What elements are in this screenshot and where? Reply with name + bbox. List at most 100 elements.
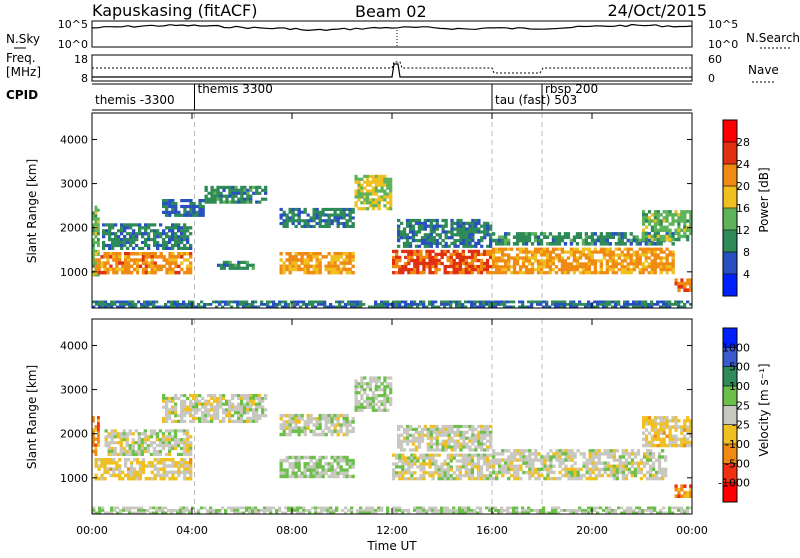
heatmap-cell bbox=[674, 229, 677, 232]
heatmap-cell bbox=[415, 448, 418, 451]
heatmap-cell bbox=[106, 271, 109, 275]
heatmap-cell bbox=[171, 408, 174, 411]
heatmap-cell bbox=[564, 471, 567, 474]
heatmap-cell bbox=[613, 471, 616, 474]
heatmap-cell bbox=[198, 394, 201, 397]
heatmap-cell bbox=[660, 268, 663, 271]
heatmap-cell bbox=[580, 468, 583, 471]
heatmap-cell bbox=[98, 458, 101, 462]
heatmap-cell bbox=[95, 223, 98, 226]
heatmap-cell bbox=[110, 301, 113, 304]
heatmap-cell bbox=[186, 429, 189, 432]
heatmap-cell bbox=[622, 471, 625, 474]
heatmap-cell bbox=[132, 432, 135, 435]
heatmap-cell bbox=[369, 403, 372, 406]
heatmap-cell bbox=[480, 440, 483, 443]
heatmap-cell bbox=[465, 230, 468, 233]
heatmap-cell bbox=[310, 468, 313, 472]
heatmap-cell bbox=[249, 408, 252, 411]
heatmap-cell bbox=[661, 474, 664, 477]
heatmap-cell bbox=[366, 207, 369, 210]
heatmap-cell bbox=[319, 258, 322, 262]
heatmap-cell bbox=[491, 507, 494, 510]
heatmap-cell bbox=[165, 414, 168, 417]
heatmap-cell bbox=[459, 236, 462, 239]
heatmap-cell bbox=[165, 235, 168, 238]
heatmap-cell bbox=[654, 271, 657, 274]
heatmap-cell bbox=[243, 420, 246, 423]
heatmap-cell bbox=[343, 423, 346, 427]
heatmap-cell bbox=[677, 219, 680, 222]
heatmap-cell bbox=[660, 432, 663, 435]
heatmap-cell bbox=[453, 440, 456, 443]
heatmap-cell bbox=[507, 268, 510, 271]
heatmap-cell bbox=[442, 245, 445, 248]
heatmap-cell bbox=[489, 265, 492, 268]
heatmap-cell bbox=[360, 385, 363, 388]
heatmap-cell bbox=[228, 411, 231, 414]
heatmap-cell bbox=[637, 468, 640, 471]
heatmap-cell bbox=[543, 251, 546, 254]
heatmap-cell bbox=[286, 420, 289, 424]
heatmap-cell bbox=[183, 429, 186, 432]
heatmap-cell bbox=[313, 417, 316, 421]
heatmap-cell bbox=[363, 406, 366, 409]
heatmap-cell bbox=[104, 303, 107, 306]
heatmap-cell bbox=[563, 509, 566, 512]
heatmap-cell bbox=[258, 394, 261, 397]
heatmap-cell bbox=[531, 268, 534, 271]
heatmap-cell bbox=[528, 477, 531, 480]
heatmap-cell bbox=[298, 222, 301, 225]
heatmap-cell bbox=[416, 459, 419, 462]
heatmap-cell bbox=[210, 403, 213, 406]
heatmap-cell bbox=[419, 262, 422, 265]
heatmap-cell bbox=[594, 239, 597, 243]
heatmap-cell bbox=[215, 509, 218, 512]
heatmap-cell bbox=[597, 239, 600, 243]
heatmap-cell bbox=[349, 208, 352, 211]
heatmap-cell bbox=[462, 250, 465, 253]
heatmap-cell bbox=[298, 468, 301, 472]
heatmap-cell bbox=[189, 400, 192, 403]
heatmap-cell bbox=[642, 248, 645, 251]
heatmap-cell bbox=[504, 262, 507, 265]
heatmap-cell bbox=[428, 250, 431, 253]
heatmap-cell bbox=[552, 452, 555, 455]
heatmap-cell bbox=[177, 226, 180, 229]
heatmap-cell bbox=[625, 452, 628, 455]
heatmap-cell bbox=[600, 259, 603, 262]
freq-tick-top: 18 bbox=[74, 53, 88, 66]
heatmap-cell bbox=[120, 441, 123, 444]
heatmap-cell bbox=[337, 255, 340, 259]
heatmap-cell bbox=[255, 406, 258, 409]
heatmap-cell bbox=[168, 271, 171, 275]
heatmap-cell bbox=[506, 301, 509, 304]
heatmap-cell bbox=[292, 430, 295, 434]
heatmap-cell bbox=[583, 455, 586, 458]
heatmap-cell bbox=[409, 448, 412, 451]
heatmap-cell bbox=[372, 379, 375, 382]
heatmap-cell bbox=[522, 232, 525, 236]
heatmap-cell bbox=[486, 262, 489, 265]
heatmap-cell bbox=[465, 236, 468, 239]
heatmap-cell bbox=[389, 385, 392, 388]
heatmap-cell bbox=[139, 252, 142, 256]
heatmap-cell bbox=[438, 477, 441, 480]
heatmap-cell bbox=[576, 259, 579, 262]
heatmap-cell bbox=[343, 211, 346, 214]
heatmap-cell bbox=[355, 406, 358, 409]
heatmap-cell bbox=[465, 468, 468, 471]
heatmap-cell bbox=[630, 256, 633, 259]
heatmap-cell bbox=[360, 178, 363, 181]
heatmap-cell bbox=[434, 465, 437, 468]
heatmap-cell bbox=[372, 198, 375, 201]
heatmap-cell bbox=[612, 253, 615, 256]
heatmap-cell bbox=[498, 462, 501, 465]
heatmap-cell bbox=[628, 455, 631, 458]
heatmap-cell bbox=[588, 235, 591, 239]
heatmap-cell bbox=[579, 271, 582, 274]
heatmap-cell bbox=[594, 232, 597, 236]
heatmap-cell bbox=[240, 201, 243, 204]
heatmap-cell bbox=[289, 475, 292, 479]
heatmap-cell bbox=[459, 256, 462, 259]
